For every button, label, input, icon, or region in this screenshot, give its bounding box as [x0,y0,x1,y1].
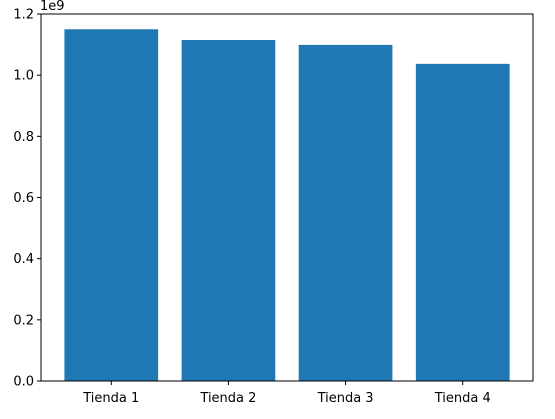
y-tick-label-2: 0.4 [13,252,34,267]
x-tick-label-3: Tienda 4 [434,391,491,406]
x-tick-label-0: Tienda 1 [82,391,139,406]
bar-3 [298,44,393,382]
bar-4 [415,63,510,382]
y-axis-offset-label: 1e9 [40,0,65,14]
y-tick-label-4: 0.8 [13,130,34,145]
y-tick-label-5: 1.0 [13,69,34,84]
axes-group: 0.0 0.2 0.4 0.6 0.8 1.0 1.2 Tienda 1 Tienda 2 Tie… [13,8,534,406]
bars-group [64,29,510,382]
bar-1 [64,29,159,382]
y-tick-label-0: 0.0 [13,375,34,390]
y-tick-label-3: 0.6 [13,191,34,206]
x-tick-label-2: Tienda 3 [317,391,374,406]
bar-2 [181,39,276,381]
y-tick-label-6: 1.2 [13,8,34,23]
x-tick-label-1: Tienda 2 [199,391,256,406]
y-tick-label-1: 0.2 [13,313,34,328]
